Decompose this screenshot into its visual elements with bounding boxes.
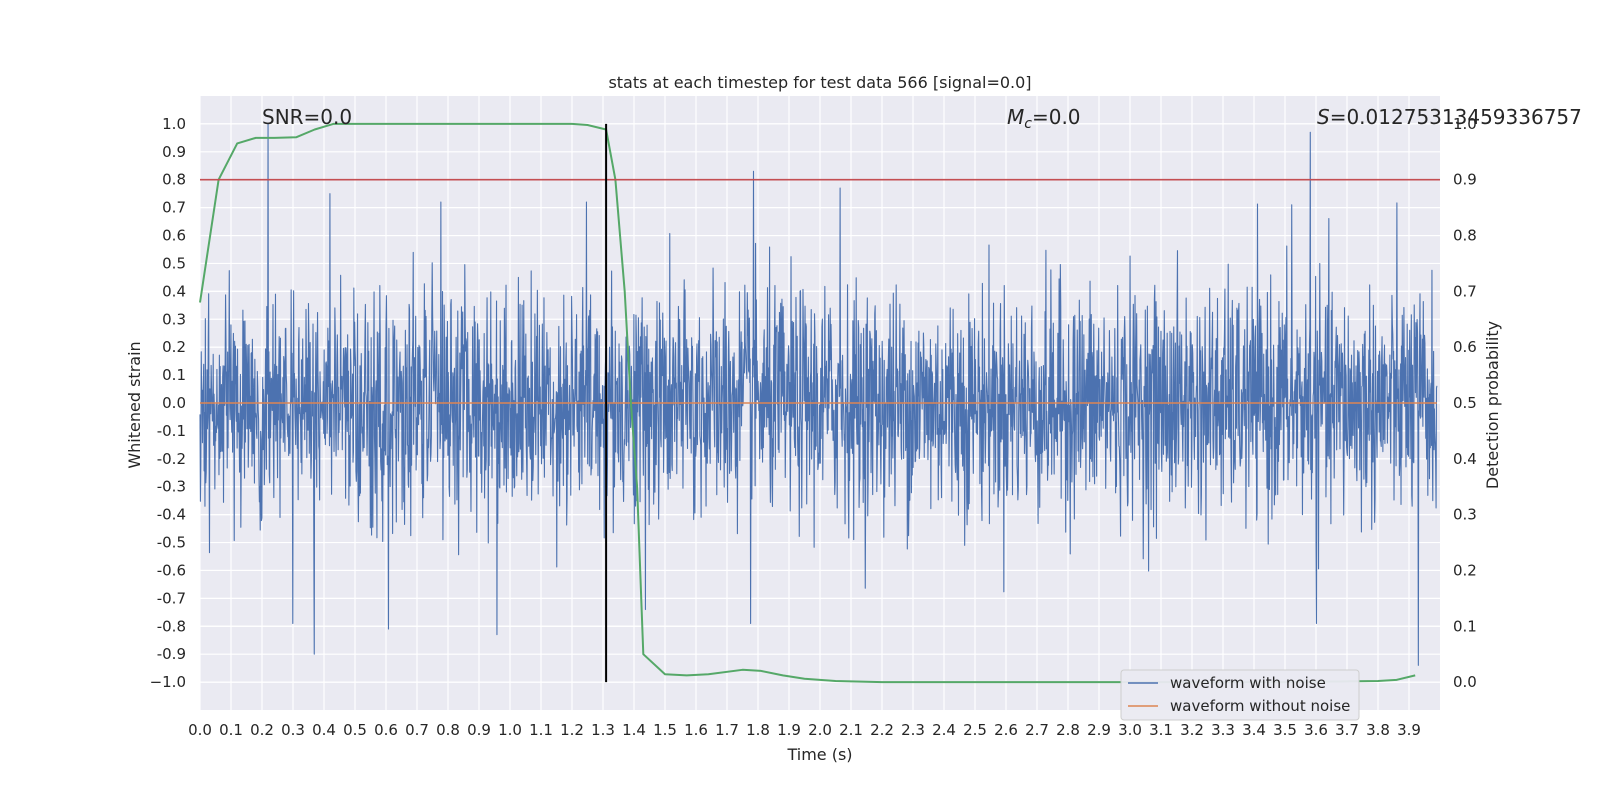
y-tick-labels: 1.0 0.9 0.8 0.7 0.6 0.5 0.4 0.3 0.2 0.1 0.0 -0.1 -0.… <box>150 115 186 691</box>
x-tick-label: 0.9 <box>467 721 491 739</box>
y-tick-label: -0.2 <box>157 450 186 468</box>
y-tick-label: 0.5 <box>162 254 186 272</box>
y-tick-label: 0.0 <box>162 394 186 412</box>
y-tick-label: -0.5 <box>157 534 186 552</box>
x-axis-label: Time (s) <box>786 745 852 764</box>
x-tick-label: 2.7 <box>1025 721 1049 739</box>
x-tick-label: 3.6 <box>1304 721 1328 739</box>
x-tick-label: 1.7 <box>715 721 739 739</box>
x-tick-label: 3.0 <box>1118 721 1142 739</box>
s-symbol: S <box>1317 105 1330 129</box>
x-tick-label: 1.3 <box>591 721 615 739</box>
x-tick-label: 2.8 <box>1056 721 1080 739</box>
y2-tick-label: 0.6 <box>1453 338 1477 356</box>
mc-symbol: M <box>1007 105 1024 129</box>
y-tick-label: 0.4 <box>162 282 186 300</box>
probability-line <box>199 122 1416 684</box>
x-tick-label: 2.1 <box>839 721 863 739</box>
y-tick-label: 0.1 <box>162 366 186 384</box>
y2-tick-label: 0.3 <box>1453 506 1477 524</box>
legend-label-noise: waveform with noise <box>1170 674 1326 692</box>
x-tick-label: 2.5 <box>963 721 987 739</box>
x-tick-label: 3.8 <box>1366 721 1390 739</box>
x-tick-label: 1.1 <box>529 721 553 739</box>
x-tick-label: 2.4 <box>932 721 956 739</box>
y2-tick-label: 0.2 <box>1453 561 1477 579</box>
legend-label-clean: waveform without noise <box>1170 697 1350 715</box>
y2-tick-label: 0.8 <box>1453 227 1477 245</box>
series-detection-probability <box>199 122 1416 684</box>
y2-tick-label: 0.4 <box>1453 450 1477 468</box>
y-axis-label: Whitened strain <box>125 341 144 468</box>
y-tick-label: -0.7 <box>157 589 186 607</box>
x-tick-label: 1.4 <box>622 721 646 739</box>
chart-title: stats at each timestep for test data 566… <box>608 73 1031 92</box>
x-tick-label: 3.2 <box>1180 721 1204 739</box>
snr-annotation: SNR=0.0 <box>262 105 352 129</box>
x-tick-label: 3.7 <box>1335 721 1359 739</box>
x-tick-label: 0.5 <box>343 721 367 739</box>
y-tick-label: 0.2 <box>162 338 186 356</box>
mc-annotation: Mc=0.0 <box>1007 105 1081 132</box>
y-tick-label: -0.3 <box>157 478 186 496</box>
x-tick-label: 1.5 <box>653 721 677 739</box>
x-tick-labels: 0.0 0.1 0.2 0.3 0.4 0.5 0.6 0.7 0.8 0.9 1.0 1.1 1.2 1… <box>188 721 1421 739</box>
y2-tick-label: 0.7 <box>1453 282 1477 300</box>
x-tick-label: 0.4 <box>312 721 336 739</box>
y2-tick-label: 0.5 <box>1453 394 1477 412</box>
x-tick-label: 2.3 <box>901 721 925 739</box>
series-waveform-with-noise <box>199 123 1438 666</box>
y2-axis-label: Detection probability <box>1483 321 1502 489</box>
overlays <box>200 123 1440 683</box>
x-tick-label: 2.2 <box>870 721 894 739</box>
s-value: =0.01275313459336757 <box>1330 105 1582 129</box>
y-tick-label: 0.7 <box>162 199 186 217</box>
y-tick-label: -0.4 <box>157 506 186 524</box>
y-tick-label: -0.8 <box>157 617 186 635</box>
x-tick-label: 3.1 <box>1149 721 1173 739</box>
noise-line <box>199 123 1438 666</box>
y2-tick-label: 0.0 <box>1453 673 1477 691</box>
x-tick-label: 1.8 <box>746 721 770 739</box>
y2-tick-label: 1.0 <box>1453 115 1477 133</box>
x-tick-label: 0.0 <box>188 721 212 739</box>
x-tick-label: 2.0 <box>808 721 832 739</box>
y2-tick-label: 0.1 <box>1453 617 1477 635</box>
y2-tick-label: 0.9 <box>1453 171 1477 189</box>
x-tick-label: 3.4 <box>1242 721 1266 739</box>
x-tick-label: 0.8 <box>436 721 460 739</box>
legend-box <box>1120 669 1360 721</box>
x-tick-label: 1.0 <box>498 721 522 739</box>
x-tick-label: 3.3 <box>1211 721 1235 739</box>
x-tick-label: 0.3 <box>281 721 305 739</box>
x-tick-label: 3.9 <box>1397 721 1421 739</box>
x-tick-label: 0.7 <box>405 721 429 739</box>
y-tick-label: -0.1 <box>157 422 186 440</box>
y-tick-label: -0.9 <box>157 645 186 663</box>
y-tick-label: 0.3 <box>162 310 186 328</box>
y-tick-label: 0.8 <box>162 171 186 189</box>
y-tick-label: 0.9 <box>162 143 186 161</box>
x-tick-label: 2.6 <box>994 721 1018 739</box>
mc-value: =0.0 <box>1032 105 1081 129</box>
x-tick-label: 1.2 <box>560 721 584 739</box>
x-tick-label: 0.2 <box>250 721 274 739</box>
x-tick-label: 1.9 <box>777 721 801 739</box>
y-tick-label: 0.6 <box>162 227 186 245</box>
x-tick-label: 3.5 <box>1273 721 1297 739</box>
mc-subscript: c <box>1024 116 1032 132</box>
s-annotation: S=0.01275313459336757 <box>1317 105 1582 129</box>
x-tick-label: 1.6 <box>684 721 708 739</box>
x-tick-label: 0.6 <box>374 721 398 739</box>
y2-tick-labels: 1.0 0.9 0.8 0.7 0.6 0.5 0.4 0.3 0.2 0.1 0.0 <box>1453 115 1477 691</box>
legend: waveform with noise waveform without noi… <box>1120 669 1360 721</box>
y-tick-label: −1.0 <box>150 673 186 691</box>
x-tick-label: 2.9 <box>1087 721 1111 739</box>
y-tick-label: 1.0 <box>162 115 186 133</box>
y-tick-label: -0.6 <box>157 561 186 579</box>
x-tick-label: 0.1 <box>219 721 243 739</box>
